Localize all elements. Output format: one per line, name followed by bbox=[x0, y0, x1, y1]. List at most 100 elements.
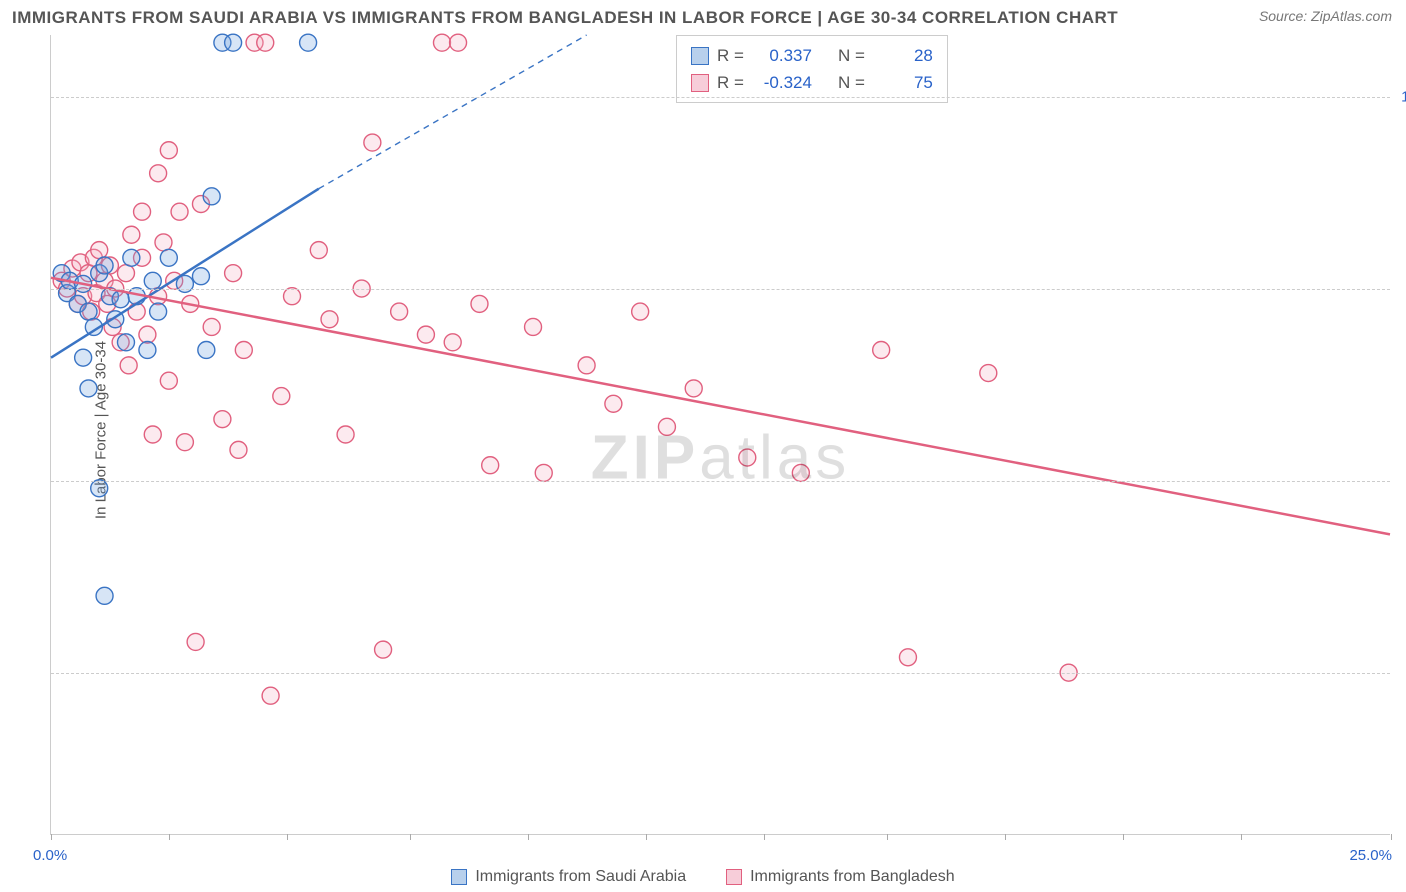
data-point bbox=[310, 242, 327, 259]
source-label: Source: ZipAtlas.com bbox=[1259, 8, 1392, 24]
data-point bbox=[471, 295, 488, 312]
data-point bbox=[337, 426, 354, 443]
data-point bbox=[91, 480, 108, 497]
r-label: R = bbox=[717, 42, 744, 69]
data-point bbox=[198, 342, 215, 359]
data-point bbox=[899, 649, 916, 666]
data-point bbox=[171, 203, 188, 220]
data-point bbox=[160, 249, 177, 266]
data-point bbox=[128, 303, 145, 320]
r-label: R = bbox=[717, 69, 744, 96]
r-value-saudi: 0.337 bbox=[752, 42, 812, 69]
x-tick bbox=[764, 834, 765, 840]
data-point bbox=[117, 265, 134, 282]
data-point bbox=[225, 34, 242, 51]
n-label: N = bbox=[838, 42, 865, 69]
data-point bbox=[75, 349, 92, 366]
data-point bbox=[417, 326, 434, 343]
data-point bbox=[685, 380, 702, 397]
chart-container: IMMIGRANTS FROM SAUDI ARABIA VS IMMIGRAN… bbox=[0, 0, 1406, 892]
data-point bbox=[150, 303, 167, 320]
scatter-svg bbox=[51, 35, 1390, 834]
data-point bbox=[144, 426, 161, 443]
data-point bbox=[273, 388, 290, 405]
data-point bbox=[120, 357, 137, 374]
data-point bbox=[123, 249, 140, 266]
data-point bbox=[433, 34, 450, 51]
data-point bbox=[144, 272, 161, 289]
data-point bbox=[80, 380, 97, 397]
data-point bbox=[214, 411, 231, 428]
n-value-saudi: 28 bbox=[873, 42, 933, 69]
data-point bbox=[321, 311, 338, 328]
x-tick bbox=[1123, 834, 1124, 840]
data-point bbox=[192, 268, 209, 285]
legend-item: Immigrants from Bangladesh bbox=[726, 868, 955, 886]
data-point bbox=[117, 334, 134, 351]
data-point bbox=[284, 288, 301, 305]
data-point bbox=[525, 318, 542, 335]
data-point bbox=[134, 203, 151, 220]
trend-line bbox=[51, 278, 1390, 535]
stats-row-bangladesh: R = -0.324 N = 75 bbox=[691, 69, 933, 96]
trend-line-extrapolated bbox=[319, 35, 587, 189]
data-point bbox=[160, 142, 177, 159]
data-point bbox=[391, 303, 408, 320]
gridline-h bbox=[51, 97, 1390, 98]
r-value-bangladesh: -0.324 bbox=[752, 69, 812, 96]
legend-bottom: Immigrants from Saudi Arabia Immigrants f… bbox=[0, 868, 1406, 886]
legend-label: Immigrants from Saudi Arabia bbox=[475, 868, 686, 886]
data-point bbox=[80, 303, 97, 320]
data-point bbox=[150, 165, 167, 182]
data-point bbox=[257, 34, 274, 51]
data-point bbox=[632, 303, 649, 320]
x-tick bbox=[287, 834, 288, 840]
gridline-h bbox=[51, 481, 1390, 482]
data-point bbox=[482, 457, 499, 474]
x-tick bbox=[169, 834, 170, 840]
data-point bbox=[235, 342, 252, 359]
data-point bbox=[450, 34, 467, 51]
n-value-bangladesh: 75 bbox=[873, 69, 933, 96]
data-point bbox=[91, 242, 108, 259]
plot-area: R = 0.337 N = 28 R = -0.324 N = 75 ZIPat… bbox=[50, 35, 1390, 835]
n-label: N = bbox=[838, 69, 865, 96]
legend-swatch-icon bbox=[451, 869, 467, 885]
data-point bbox=[375, 641, 392, 658]
data-point bbox=[300, 34, 317, 51]
swatch-bangladesh-icon bbox=[691, 74, 709, 92]
correlation-stats-box: R = 0.337 N = 28 R = -0.324 N = 75 bbox=[676, 35, 948, 103]
data-point bbox=[176, 434, 193, 451]
x-tick-min: 0.0% bbox=[33, 847, 67, 864]
data-point bbox=[792, 464, 809, 481]
data-point bbox=[96, 587, 113, 604]
data-point bbox=[203, 318, 220, 335]
x-tick-max: 25.0% bbox=[1349, 847, 1392, 864]
chart-title: IMMIGRANTS FROM SAUDI ARABIA VS IMMIGRAN… bbox=[12, 8, 1118, 28]
data-point bbox=[230, 441, 247, 458]
data-point bbox=[658, 418, 675, 435]
gridline-h bbox=[51, 289, 1390, 290]
swatch-saudi-icon bbox=[691, 47, 709, 65]
data-point bbox=[364, 134, 381, 151]
data-point bbox=[873, 342, 890, 359]
data-point bbox=[203, 188, 220, 205]
x-tick bbox=[528, 834, 529, 840]
data-point bbox=[225, 265, 242, 282]
data-point bbox=[187, 633, 204, 650]
data-point bbox=[535, 464, 552, 481]
data-point bbox=[739, 449, 756, 466]
legend-swatch-icon bbox=[726, 869, 742, 885]
x-tick bbox=[410, 834, 411, 840]
data-point bbox=[139, 342, 156, 359]
data-point bbox=[578, 357, 595, 374]
data-point bbox=[262, 687, 279, 704]
stats-row-saudi: R = 0.337 N = 28 bbox=[691, 42, 933, 69]
data-point bbox=[605, 395, 622, 412]
x-tick bbox=[646, 834, 647, 840]
y-tick-label: 100.0% bbox=[1401, 88, 1406, 105]
data-point bbox=[444, 334, 461, 351]
x-tick bbox=[1005, 834, 1006, 840]
x-tick bbox=[887, 834, 888, 840]
x-tick bbox=[1391, 834, 1392, 840]
